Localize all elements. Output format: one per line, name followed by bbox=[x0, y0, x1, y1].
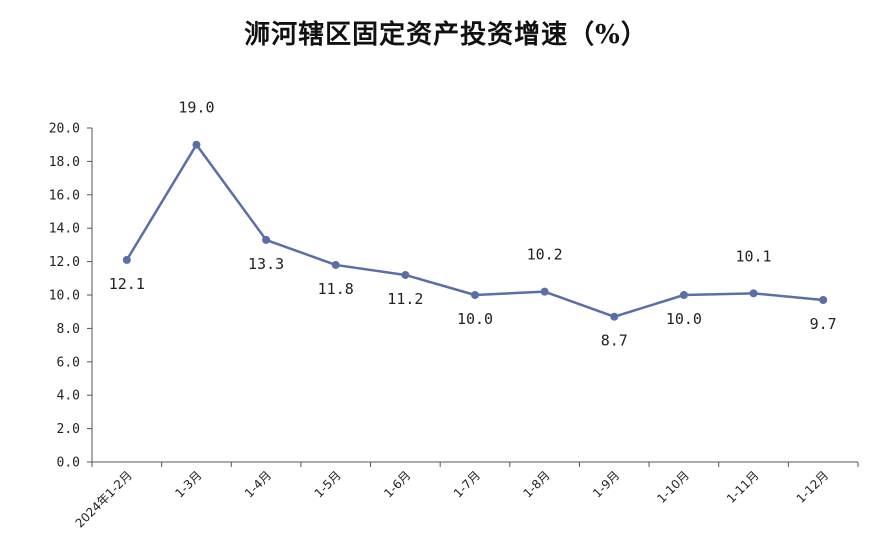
data-point bbox=[331, 260, 340, 269]
x-tick-label: 1-8月 bbox=[521, 468, 553, 500]
y-tick-label: 4.0 bbox=[57, 389, 80, 404]
data-label: 10.2 bbox=[527, 246, 563, 264]
y-tick-label: 8.0 bbox=[57, 322, 80, 337]
y-tick-label: 6.0 bbox=[57, 355, 80, 370]
y-tick-label: 16.0 bbox=[49, 188, 80, 203]
y-tick-label: 18.0 bbox=[49, 155, 80, 170]
data-label: 11.8 bbox=[318, 280, 354, 298]
data-point bbox=[262, 235, 271, 244]
data-point bbox=[749, 289, 758, 298]
data-point bbox=[679, 291, 688, 299]
data-point bbox=[471, 291, 479, 299]
data-labels: 12.1 19.0 13.3 11.8 11.2 10.0 10.2 8.7 10.0 10.1 9… bbox=[109, 99, 837, 350]
data-label: 10.1 bbox=[735, 247, 771, 265]
x-tick-label: 1-11月 bbox=[724, 468, 762, 506]
data-point bbox=[122, 255, 131, 264]
series-line bbox=[122, 140, 828, 321]
x-tick-label: 1-9月 bbox=[590, 468, 622, 500]
y-tick-label: 2.0 bbox=[57, 422, 80, 437]
chart-title: 浉河辖区固定资产投资增速（%） bbox=[244, 20, 648, 50]
data-label: 10.0 bbox=[666, 310, 702, 328]
x-tick-label: 1-5月 bbox=[312, 468, 344, 500]
x-tick-label: 1-6月 bbox=[381, 468, 413, 500]
data-label: 11.2 bbox=[387, 290, 423, 308]
y-tick-label: 10.0 bbox=[49, 289, 80, 304]
x-tick-label: 2024年1-2月 bbox=[73, 468, 135, 530]
data-label: 19.0 bbox=[178, 99, 214, 117]
y-tick-label: 12.0 bbox=[49, 255, 80, 270]
y-tick-label: 20.0 bbox=[49, 122, 80, 137]
y-tick-label: 0.0 bbox=[57, 456, 80, 471]
x-axis-ticks: 2024年1-2月 1-3月 1-4月 1-5月 1-6月 1-7月 1-8月 1-9月 1-1… bbox=[73, 462, 859, 531]
x-tick-label: 1-4月 bbox=[242, 468, 274, 500]
data-point bbox=[192, 140, 201, 149]
data-label: 13.3 bbox=[248, 255, 284, 273]
data-label: 12.1 bbox=[109, 275, 145, 293]
y-axis-ticks: 0.0 2.0 4.0 6.0 8.0 10.0 12.0 14.0 16.0 18.0 20.0 bbox=[49, 122, 92, 471]
data-label: 8.7 bbox=[601, 332, 628, 350]
series-polyline bbox=[125, 143, 824, 318]
x-tick-label: 1-12月 bbox=[794, 468, 832, 506]
data-label: 10.0 bbox=[457, 310, 493, 328]
x-tick-label: 1-3月 bbox=[172, 468, 204, 500]
x-tick-label: 1-7月 bbox=[451, 468, 483, 500]
x-tick-label: 1-10月 bbox=[654, 468, 692, 506]
data-point bbox=[819, 296, 828, 305]
data-point bbox=[401, 270, 410, 279]
data-label: 9.7 bbox=[810, 315, 837, 333]
data-point bbox=[540, 287, 549, 296]
data-point bbox=[610, 312, 619, 321]
y-tick-label: 14.0 bbox=[49, 222, 80, 237]
